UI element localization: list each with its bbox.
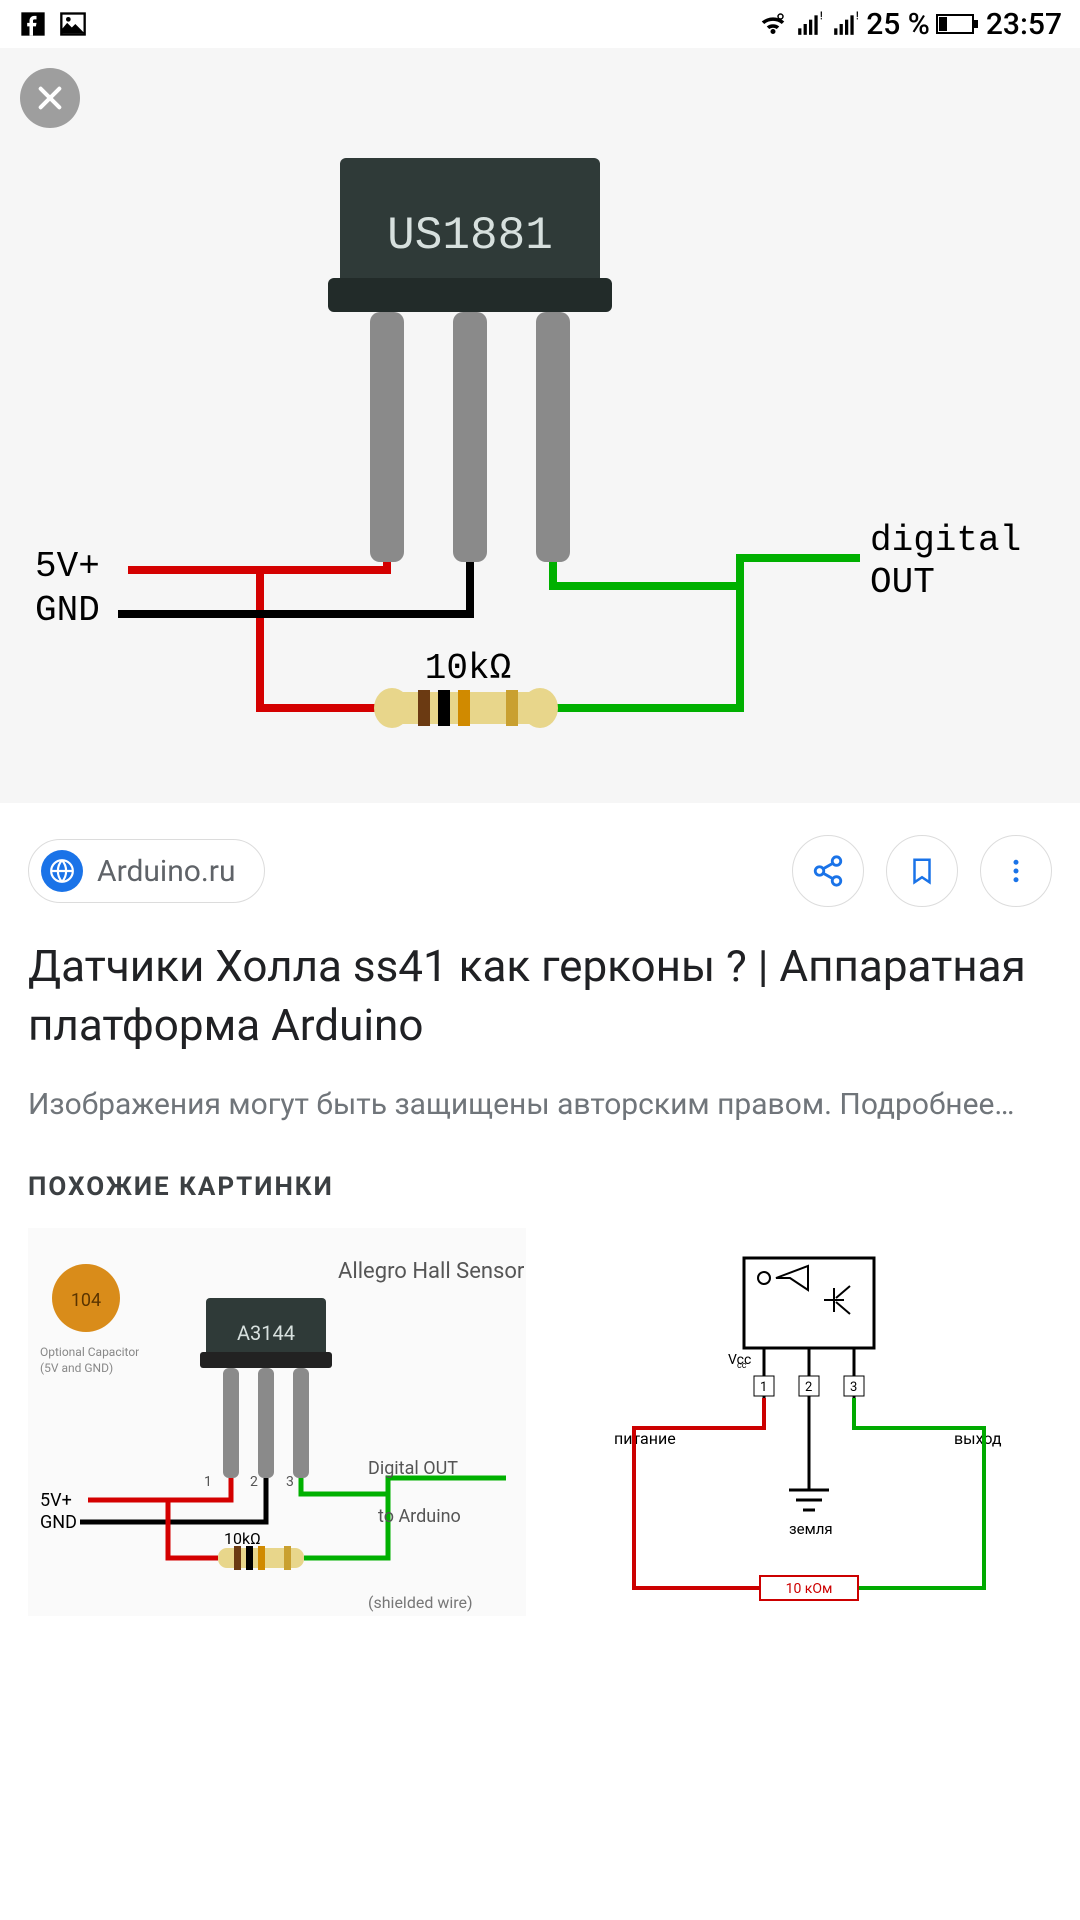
svg-text:104: 104 xyxy=(71,1290,101,1311)
svg-text:(5V and GND): (5V and GND) xyxy=(40,1361,113,1375)
image-title: Датчики Холла ss41 как герконы ? | Аппар… xyxy=(28,937,1052,1056)
svg-text:10kΩ: 10kΩ xyxy=(425,648,511,689)
svg-text:GND: GND xyxy=(35,590,100,631)
svg-text:!: ! xyxy=(856,11,858,23)
svg-text:5V+: 5V+ xyxy=(35,546,100,587)
svg-text:5V+: 5V+ xyxy=(40,1490,72,1511)
svg-text:питание: питание xyxy=(614,1429,676,1448)
svg-text:3: 3 xyxy=(286,1474,294,1490)
svg-text:1: 1 xyxy=(204,1474,212,1490)
status-bar: ! ! 25 % 23:57 xyxy=(0,0,1080,48)
related-images-row: Allegro Hall Sensor 104 Optional Capacit… xyxy=(28,1228,1052,1616)
svg-text:2: 2 xyxy=(805,1380,812,1395)
bookmark-icon xyxy=(907,856,937,886)
more-button[interactable] xyxy=(980,835,1052,907)
battery-percent: 25 % xyxy=(866,7,930,42)
wifi-icon xyxy=(758,9,788,39)
more-vert-icon xyxy=(1001,856,1031,886)
source-domain: Arduino.ru xyxy=(97,854,236,889)
share-icon xyxy=(811,854,845,888)
globe-icon xyxy=(41,850,83,892)
svg-text:A3144: A3144 xyxy=(237,1321,295,1345)
related-heading: ПОХОЖИЕ КАРТИНКИ xyxy=(28,1172,1052,1202)
svg-text:1: 1 xyxy=(760,1380,767,1395)
facebook-notif-icon xyxy=(18,9,48,39)
image-viewer: US1881 5V+ GND digital OUT 10kΩ xyxy=(0,48,1080,803)
signal-1-icon: ! xyxy=(794,9,824,39)
svg-text:!: ! xyxy=(820,11,822,23)
related-thumb-1[interactable]: Allegro Hall Sensor 104 Optional Capacit… xyxy=(28,1228,526,1616)
svg-text:(shielded wire): (shielded wire) xyxy=(368,1593,473,1612)
chip-label: US1881 xyxy=(387,210,553,262)
svg-text:Digital OUT: Digital OUT xyxy=(368,1458,458,1479)
image-notif-icon xyxy=(58,9,88,39)
svg-text:cc: cc xyxy=(737,1361,747,1371)
svg-text:OUT: OUT xyxy=(870,562,935,603)
circuit-diagram: US1881 5V+ GND digital OUT 10kΩ xyxy=(0,48,1080,803)
svg-text:10 кОм: 10 кОм xyxy=(786,1581,833,1597)
svg-text:2: 2 xyxy=(250,1474,258,1490)
bookmark-button[interactable] xyxy=(886,835,958,907)
svg-text:to Arduino: to Arduino xyxy=(378,1506,461,1527)
svg-text:digital: digital xyxy=(870,520,1021,561)
close-button[interactable] xyxy=(20,68,80,128)
share-button[interactable] xyxy=(792,835,864,907)
related-thumb-2[interactable]: Vcccc 1 2 3 питание выход xyxy=(554,1228,1052,1616)
svg-text:Optional Capacitor: Optional Capacitor xyxy=(40,1345,139,1359)
clock: 23:57 xyxy=(986,7,1062,42)
source-chip[interactable]: Arduino.ru xyxy=(28,839,265,903)
svg-text:3: 3 xyxy=(850,1380,857,1395)
svg-text:Allegro Hall Sensor: Allegro Hall Sensor xyxy=(338,1259,525,1284)
close-icon xyxy=(34,82,66,114)
source-row: Arduino.ru xyxy=(28,835,1052,907)
svg-text:земля: земля xyxy=(789,1520,833,1538)
battery-icon xyxy=(936,9,980,39)
svg-text:выход: выход xyxy=(954,1429,1002,1448)
svg-text:GND: GND xyxy=(40,1512,77,1533)
copyright-notice[interactable]: Изображения могут быть защищены авторски… xyxy=(28,1084,1052,1126)
signal-2-icon: ! xyxy=(830,9,860,39)
svg-text:10kΩ: 10kΩ xyxy=(224,1529,261,1548)
